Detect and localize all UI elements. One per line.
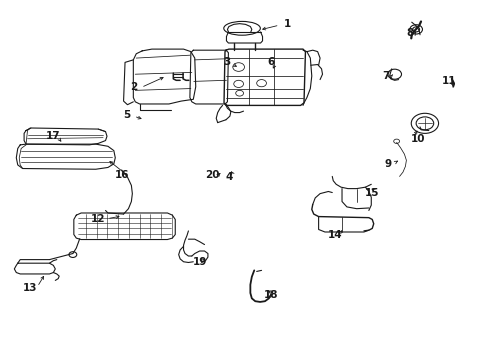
Text: 15: 15 [364,188,379,198]
Text: 9: 9 [384,159,391,169]
Text: 7: 7 [382,71,389,81]
Text: 10: 10 [409,134,424,144]
Text: 4: 4 [225,172,232,182]
Text: 19: 19 [192,257,206,267]
Text: 14: 14 [327,230,341,239]
Text: 18: 18 [264,291,278,301]
Circle shape [393,139,399,143]
Text: 1: 1 [283,19,290,29]
Text: 6: 6 [267,57,274,67]
Text: 3: 3 [224,57,231,67]
Text: 20: 20 [205,170,220,180]
Text: 16: 16 [114,170,129,180]
Text: 13: 13 [22,283,37,293]
Text: 17: 17 [46,131,61,141]
Text: 2: 2 [129,82,137,92]
Text: 11: 11 [441,76,456,86]
Text: 12: 12 [91,215,105,224]
Text: 8: 8 [406,28,413,38]
Text: 5: 5 [122,111,130,121]
